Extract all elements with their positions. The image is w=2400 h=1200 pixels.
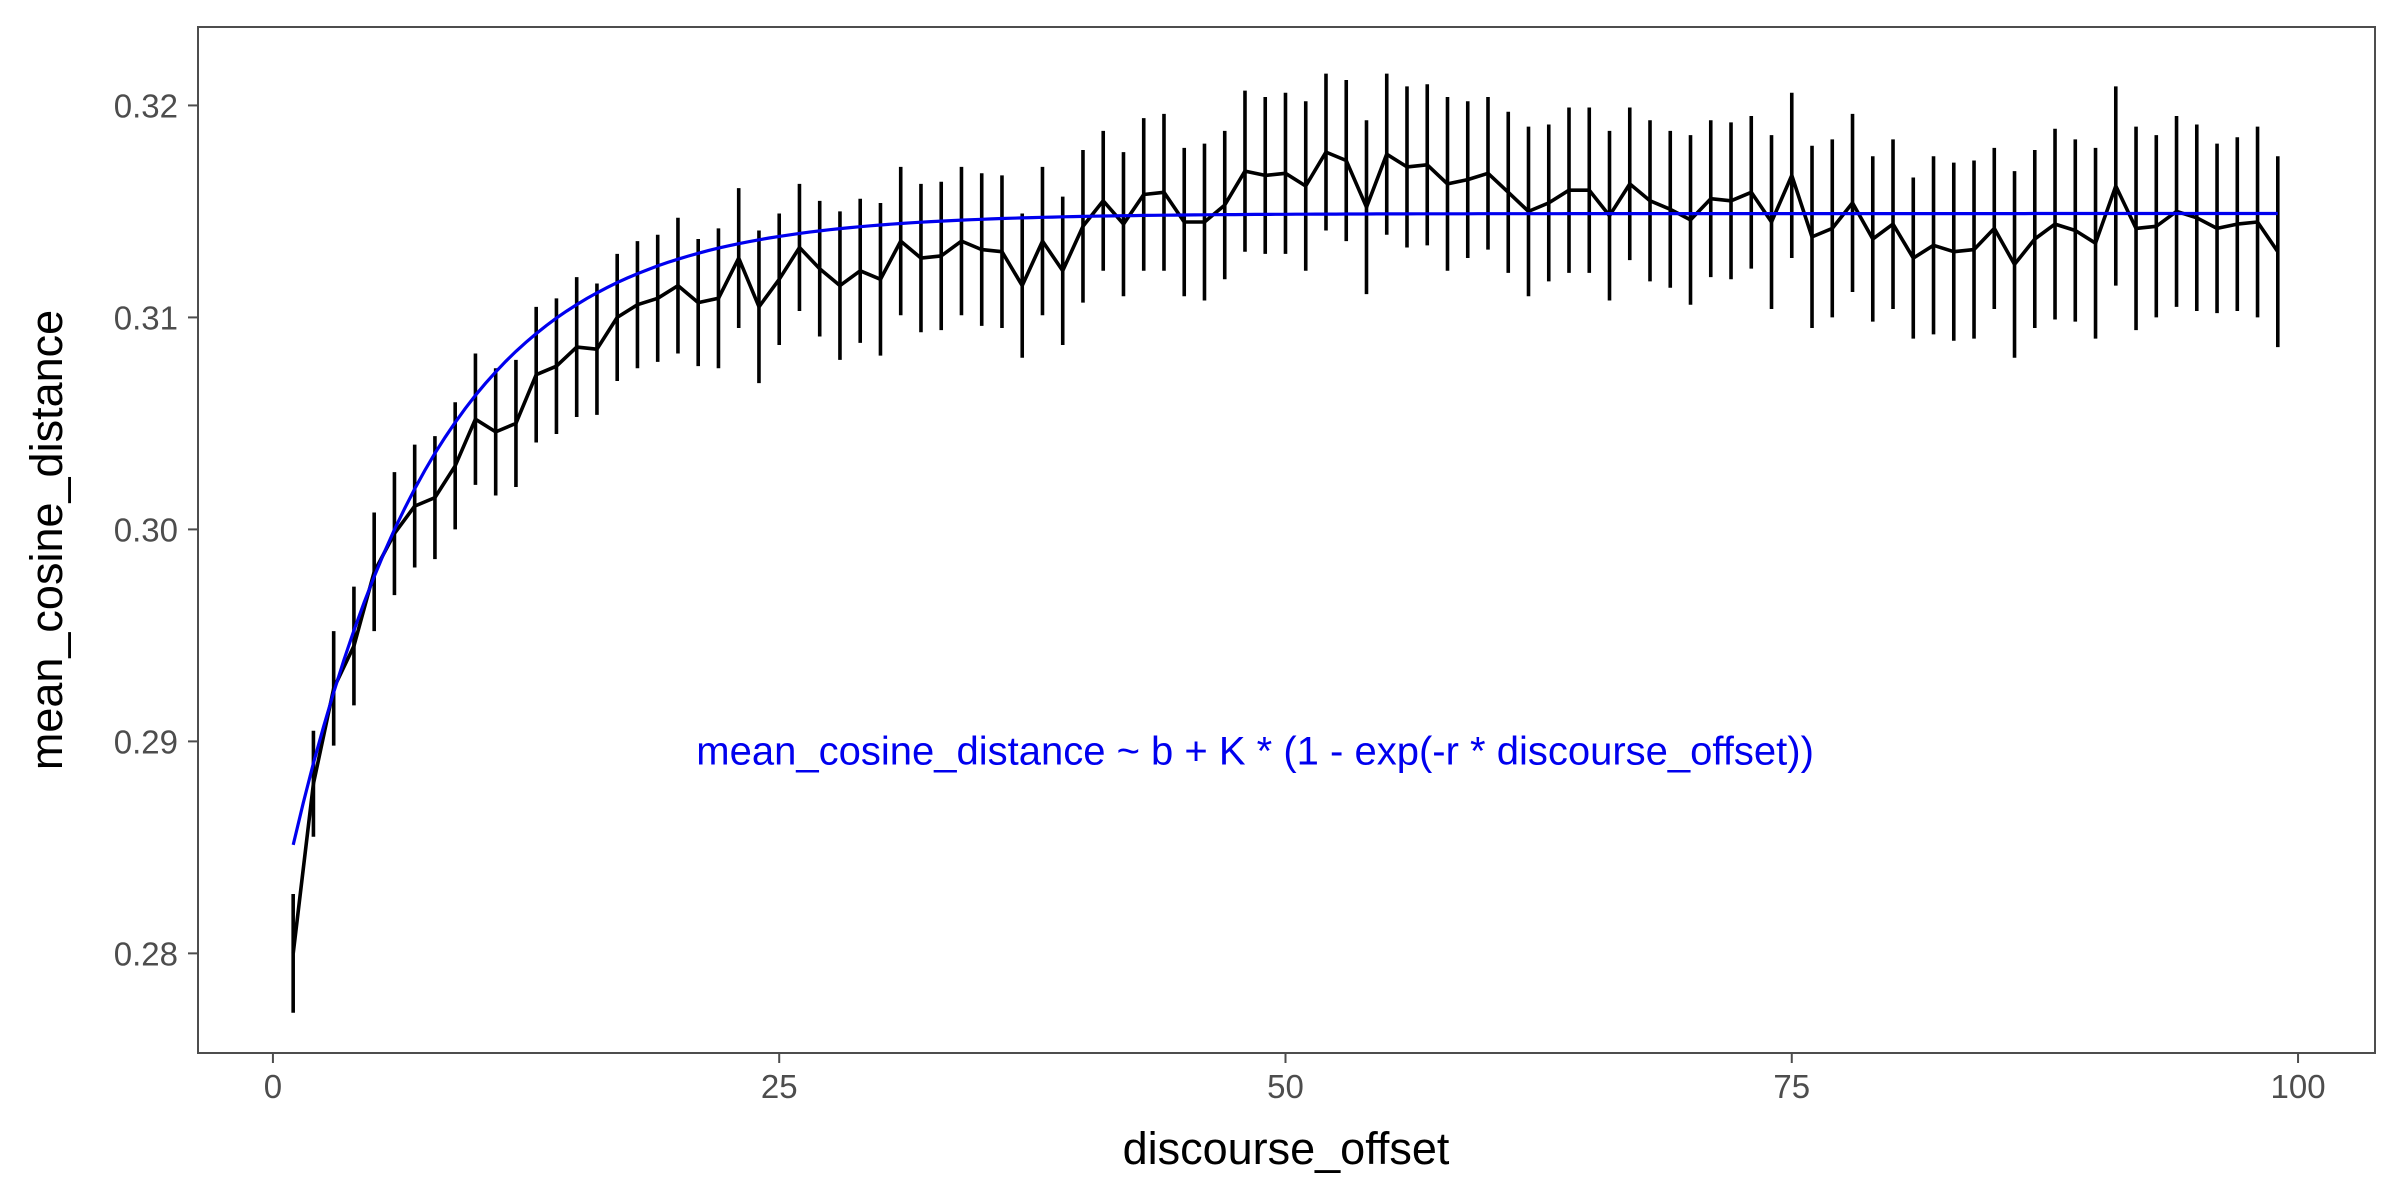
- observed-series-line: [291, 150, 2280, 954]
- fit-formula-annotation: mean_cosine_distance ~ b + K * (1 - exp(…: [696, 730, 1814, 774]
- y-tick-label: 0.29: [114, 723, 178, 760]
- x-axis: 0 25 50 75 100: [264, 1053, 2326, 1105]
- y-tick-label: 0.31: [114, 299, 178, 336]
- y-tick-label: 0.30: [114, 511, 178, 548]
- y-tick-label: 0.32: [114, 87, 178, 124]
- fit-curve-line: [291, 211, 2278, 846]
- panel-border: [197, 26, 2376, 1054]
- x-tick-label: 25: [761, 1068, 798, 1105]
- x-axis-title: discourse_offset: [1123, 1123, 1450, 1174]
- x-tick-label: 75: [1773, 1068, 1810, 1105]
- y-axis-title: mean_cosine_distance: [21, 310, 72, 770]
- y-tick-label: 0.28: [114, 935, 178, 972]
- series-layer: [291, 150, 2280, 954]
- x-tick-label: 100: [2271, 1068, 2326, 1105]
- x-tick-label: 50: [1267, 1068, 1304, 1105]
- annotation-layer: mean_cosine_distance ~ b + K * (1 - exp(…: [696, 730, 1814, 774]
- y-axis: 0.28 0.29 0.30 0.31 0.32: [114, 87, 198, 972]
- x-tick-label: 0: [264, 1068, 282, 1105]
